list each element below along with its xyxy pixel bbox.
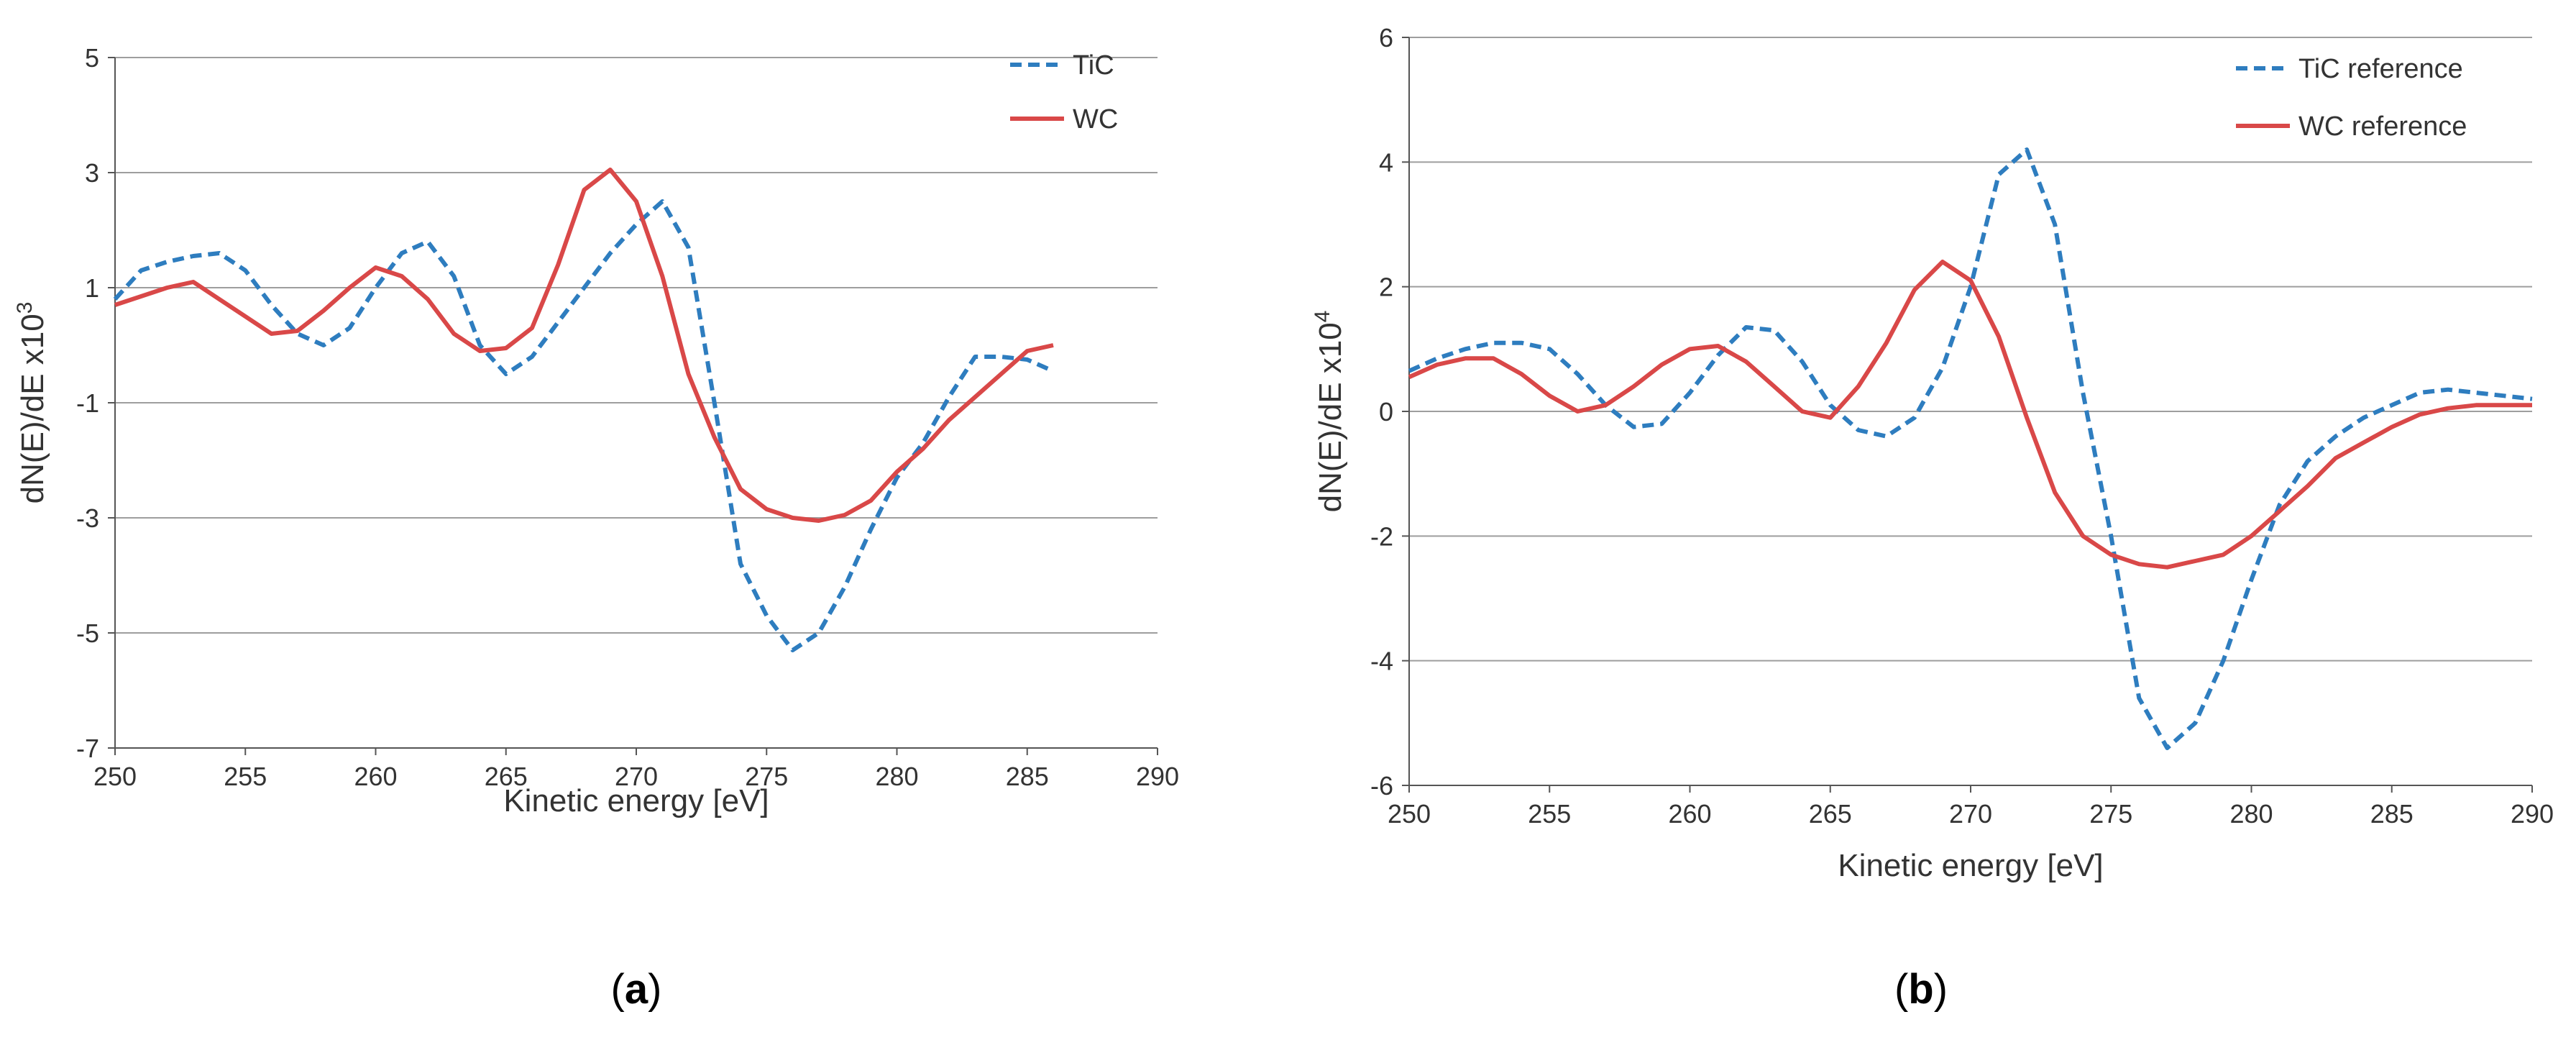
chart-panel-a: -7 -5 -3 -1 1 3 5 250 255 260 265 270 275 280 285 290 Ki… xyxy=(13,43,1179,1013)
legend-label: TiC reference xyxy=(2298,54,2463,84)
y-tick-label: 0 xyxy=(1379,397,1393,427)
x-tick-label: 285 xyxy=(1006,762,1049,791)
panel-label-letter: a xyxy=(625,966,648,1013)
chart-panel-b: -6 -4 -2 0 2 4 6 250 255 260 265 270 275 280 285 290 Kin… xyxy=(1311,23,2554,1013)
y-axis-title: dN(E)/dE x104 xyxy=(1311,311,1348,513)
panel-label: (a) xyxy=(611,966,662,1013)
x-axis-title: Kinetic energy [eV] xyxy=(1838,848,2103,883)
x-tick-label: 280 xyxy=(875,762,918,791)
panel-label-close-paren: ) xyxy=(1934,966,1948,1013)
panel-label: (b) xyxy=(1894,966,1948,1013)
panel-label-open-paren: ( xyxy=(1894,966,1908,1013)
series-line-tic xyxy=(113,199,1055,652)
x-tick-label: 260 xyxy=(354,762,397,791)
panel-label-letter: b xyxy=(1908,966,1933,1013)
x-tick-label: 290 xyxy=(2511,799,2554,829)
x-tick-label: 280 xyxy=(2229,799,2273,829)
x-tick-label: 255 xyxy=(224,762,267,791)
y-axis-title-text: dN(E)/dE x10 xyxy=(1313,322,1348,512)
x-tick-label: 250 xyxy=(93,762,137,791)
y-tick-label: -6 xyxy=(1370,771,1393,800)
y-tick-label: 2 xyxy=(1379,273,1393,302)
y-tick-label: -2 xyxy=(1370,521,1393,551)
x-tick-label: 270 xyxy=(1949,799,1992,829)
y-axis-title-text: dN(E)/dE x10 xyxy=(15,314,50,503)
y-tick-label: 4 xyxy=(1379,147,1393,177)
x-tick-label: 255 xyxy=(1528,799,1571,829)
x-axis-title: Kinetic energy [eV] xyxy=(503,783,769,818)
panel-label-open-paren: ( xyxy=(611,966,625,1013)
y-tick-label: 1 xyxy=(85,273,99,303)
y-tick-label: -1 xyxy=(76,388,99,418)
series-line-tic-reference xyxy=(1408,147,2533,750)
x-tick-label: 270 xyxy=(615,762,658,791)
x-tick-label: 265 xyxy=(485,762,528,791)
legend-label: TiC xyxy=(1073,50,1114,81)
y-tick-label: -5 xyxy=(76,619,99,648)
y-axis-title-exponent: 4 xyxy=(1311,311,1334,323)
y-axis-title-exponent: 3 xyxy=(13,302,37,314)
x-tick-label: 265 xyxy=(1809,799,1852,829)
series-line-wc-reference xyxy=(1408,260,2532,570)
y-axis-title: dN(E)/dE x103 xyxy=(13,302,50,504)
y-tick-label: 6 xyxy=(1379,23,1393,53)
y-tick-label: -7 xyxy=(76,734,99,763)
x-tick-label: 285 xyxy=(2370,799,2414,829)
legend-label: WC xyxy=(1073,104,1118,134)
x-tick-label: 260 xyxy=(1668,799,1711,829)
y-tick-label: 5 xyxy=(85,43,99,73)
y-tick-label: -4 xyxy=(1370,647,1393,676)
x-tick-label: 290 xyxy=(1136,762,1179,791)
y-tick-label: -3 xyxy=(76,503,99,533)
legend-label: WC reference xyxy=(2298,111,2467,142)
x-tick-label: 250 xyxy=(1388,799,1431,829)
x-tick-label: 275 xyxy=(2089,799,2132,829)
panel-label-close-paren: ) xyxy=(648,966,661,1013)
x-tick-label: 275 xyxy=(745,762,788,791)
series-line-wc xyxy=(114,168,1054,523)
y-tick-label: 3 xyxy=(85,158,99,188)
